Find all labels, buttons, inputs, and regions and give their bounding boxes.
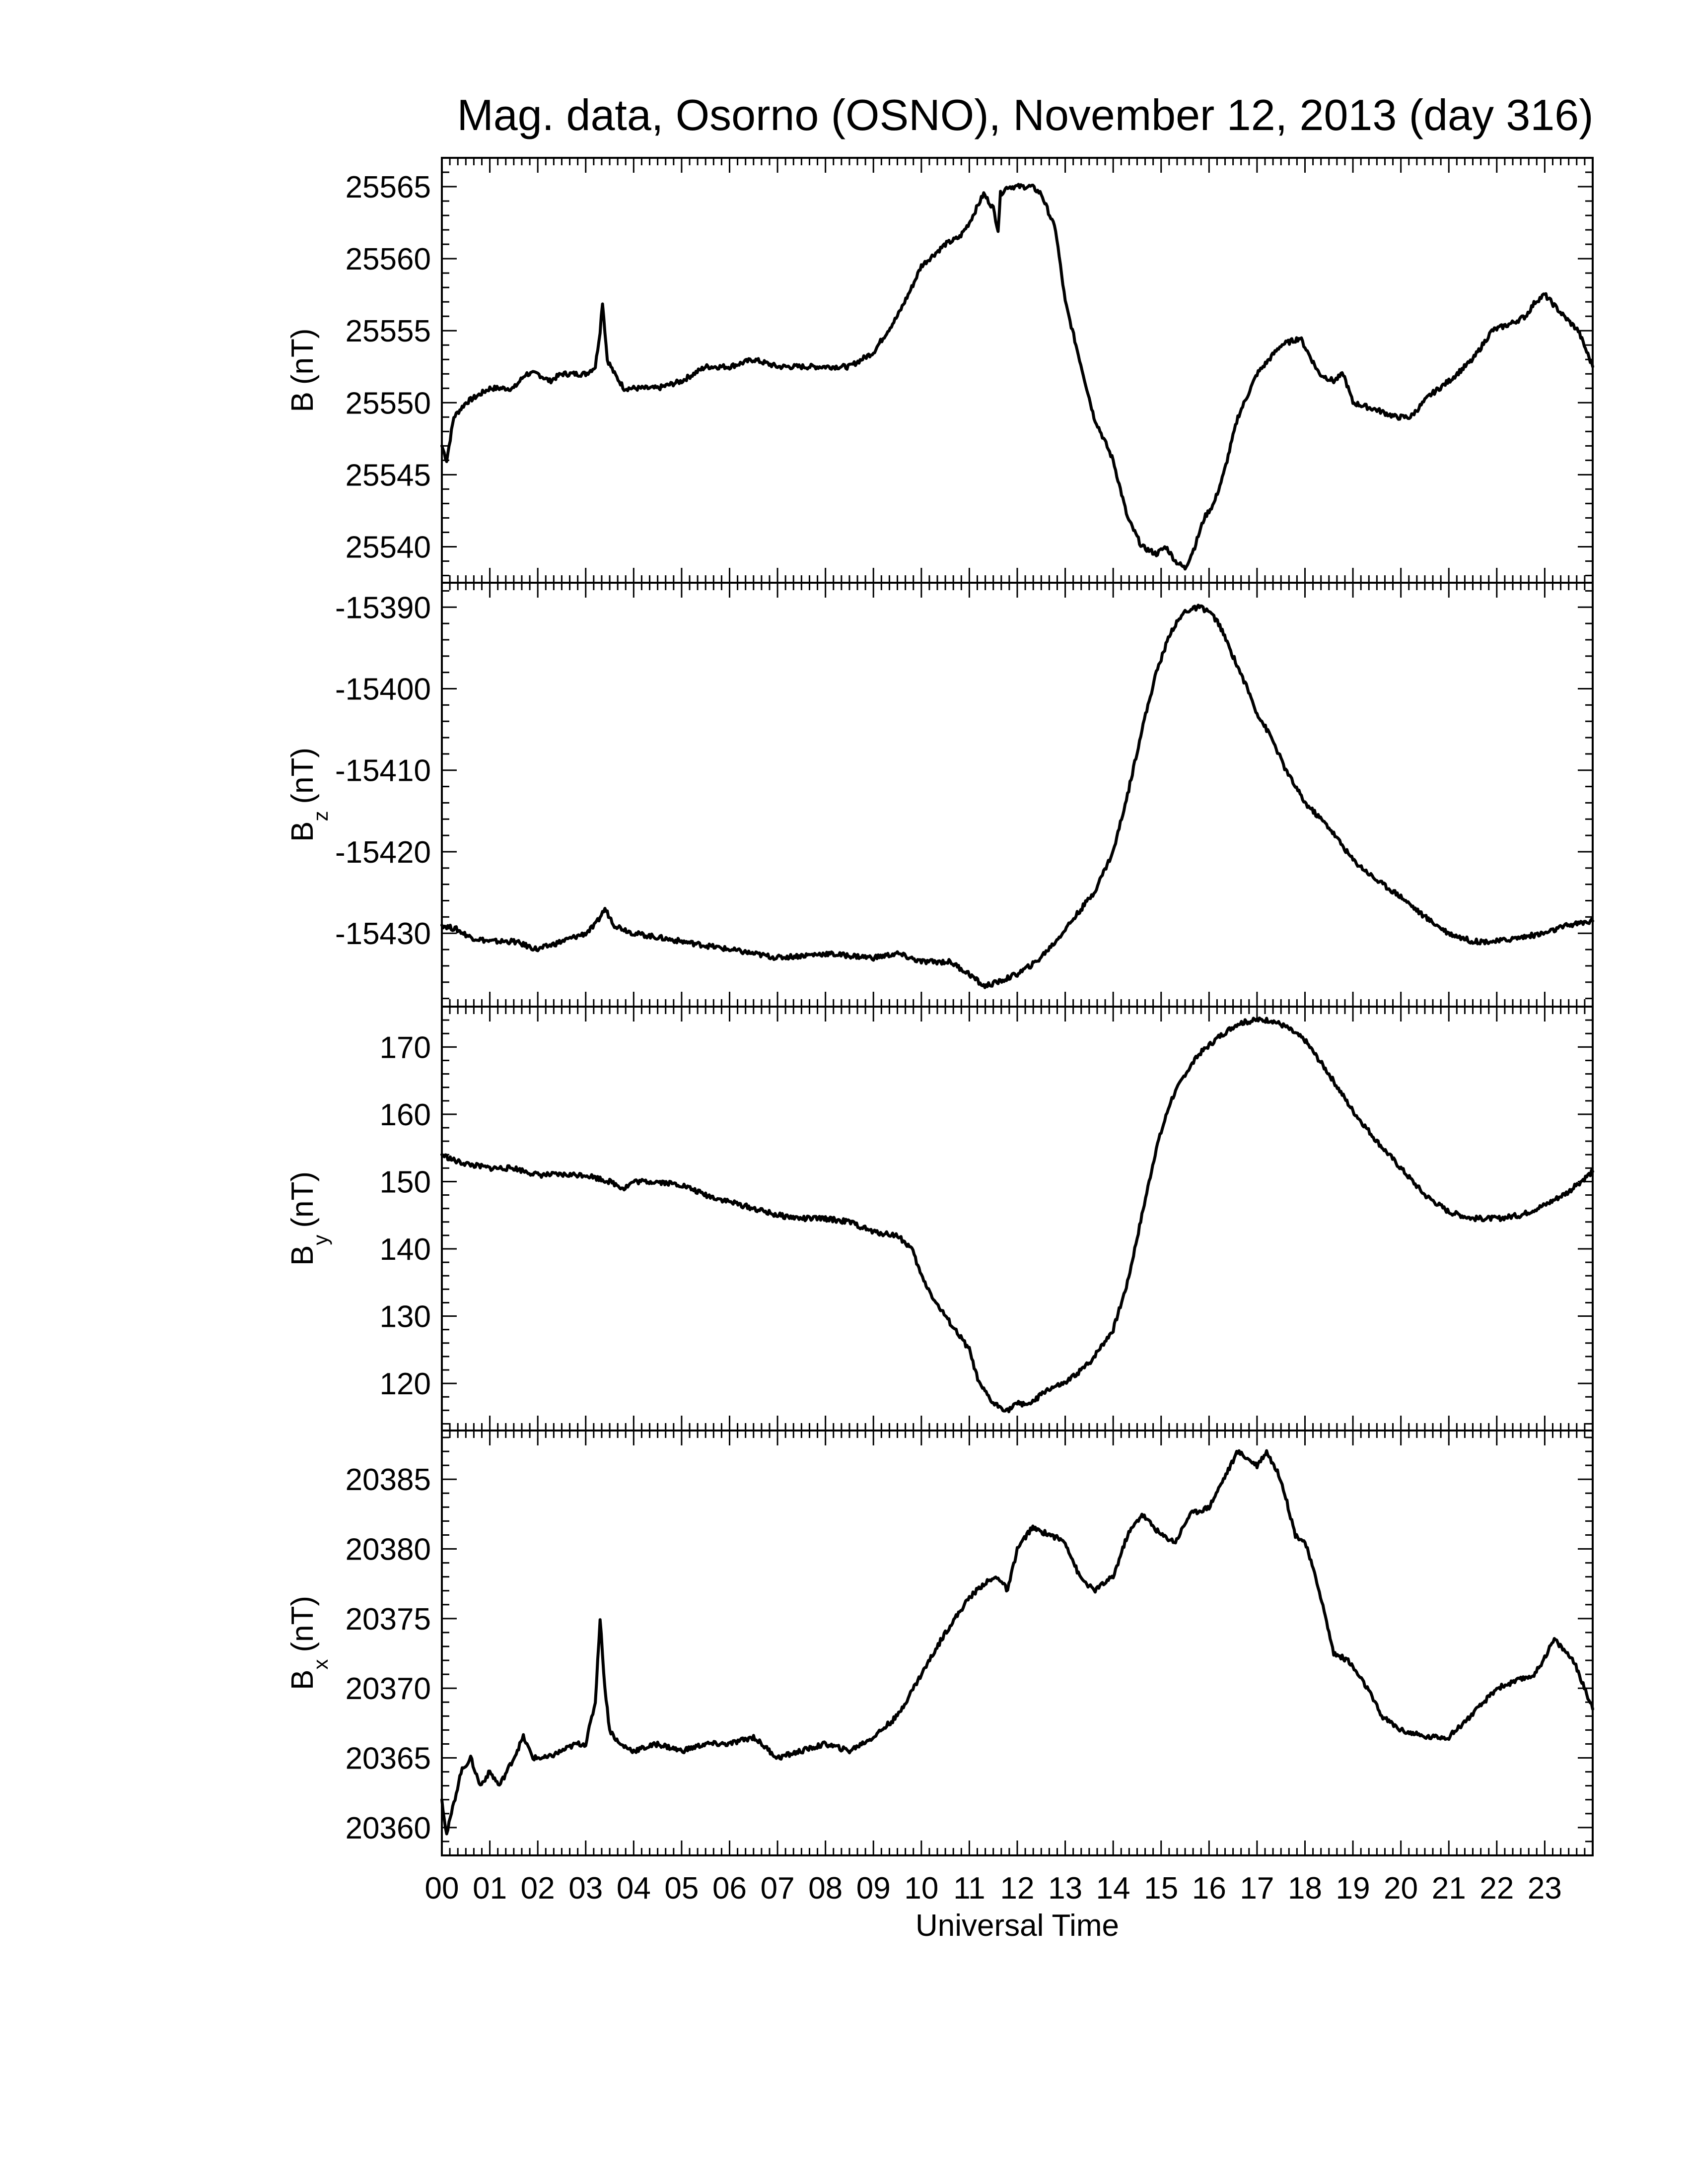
y-tick-label: 130 <box>380 1300 431 1334</box>
series-line-B <box>440 183 1594 571</box>
y-tick-label: 25555 <box>346 314 431 348</box>
x-tick-label: 07 <box>761 1871 795 1906</box>
x-tick-label: 21 <box>1432 1871 1466 1906</box>
y-tick-label: -15420 <box>335 835 431 870</box>
x-tick-label: 16 <box>1192 1871 1226 1906</box>
y-axis-title-main: B <box>285 821 320 842</box>
series-line-By <box>440 1016 1594 1414</box>
y-tick-label: 20380 <box>346 1533 431 1567</box>
x-tick-label: 12 <box>1000 1871 1035 1906</box>
y-tick-label: 20360 <box>346 1811 431 1845</box>
x-tick-label: 06 <box>712 1871 747 1906</box>
y-axis-title-main: B <box>285 392 320 412</box>
x-axis-title: Universal Time <box>915 1909 1119 1943</box>
y-axis-title-main: B <box>285 1245 320 1266</box>
x-tick-label: 13 <box>1048 1871 1082 1906</box>
panel-frame-By <box>441 1006 1594 1432</box>
y-tick-label: -15390 <box>335 591 431 625</box>
x-tick-label: 04 <box>617 1871 651 1906</box>
y-axis-title-subscript: y <box>309 1235 332 1245</box>
y-axis-title-subscript: x <box>309 1659 332 1670</box>
panel-By: 120 130 140 150 160 170 By (nT) <box>285 1006 1594 1432</box>
y-tick-label: -15430 <box>335 917 431 951</box>
y-tick-label: 170 <box>380 1030 431 1065</box>
y-axis-title-Bz: Bz (nT) <box>285 748 332 842</box>
series-line-Bx <box>440 1449 1594 1836</box>
panels-group: 255402554525550255552556025565B(nT)-1543… <box>285 157 1594 1856</box>
y-tick-label: 25560 <box>346 242 431 276</box>
y-tick-label: 25550 <box>346 386 431 420</box>
y-axis-title-unit: (nT) <box>285 1596 320 1652</box>
x-tick-label: 22 <box>1479 1871 1514 1906</box>
y-axis-title-unit: (nT) <box>285 328 320 385</box>
panel-Bx: 20360 20365 20370 20375 20380 20385 Bx (nT) <box>285 1430 1594 1856</box>
y-tick-label: 25540 <box>346 530 431 564</box>
y-axis-title-subscript: z <box>309 811 332 821</box>
y-tick-label: 25565 <box>346 170 431 205</box>
y-axis-title-unit: (nT) <box>285 748 320 804</box>
series-line-Bz <box>440 604 1594 989</box>
panel-frame-Bx <box>441 1430 1594 1856</box>
y-tick-label: 20385 <box>346 1463 431 1497</box>
x-tick-label: 00 <box>425 1871 459 1906</box>
x-tick-label: 03 <box>568 1871 603 1906</box>
y-tick-label: 120 <box>380 1367 431 1401</box>
x-tick-label: 02 <box>521 1871 555 1906</box>
y-tick-label: 25545 <box>346 458 431 492</box>
y-tick-label: 20375 <box>346 1602 431 1637</box>
x-tick-label: 15 <box>1144 1871 1178 1906</box>
y-tick-label: -15410 <box>335 754 431 788</box>
x-tick-label: 10 <box>904 1871 938 1906</box>
x-tick-label: 19 <box>1336 1871 1370 1906</box>
x-tick-label: 14 <box>1096 1871 1130 1906</box>
y-tick-label: -15400 <box>335 673 431 707</box>
panel-Bz: -15430 -15420 -15410 -15400 -15390 Bz (nT) <box>285 582 1594 1008</box>
y-tick-label: 160 <box>380 1098 431 1132</box>
y-axis-title-main: B <box>285 1670 320 1690</box>
x-tick-label: 18 <box>1288 1871 1322 1906</box>
panel-frame-Bz <box>441 582 1594 1008</box>
y-tick-label: 20370 <box>346 1672 431 1706</box>
x-tick-label: 11 <box>953 1871 985 1906</box>
x-tick-label: 23 <box>1528 1871 1562 1906</box>
panel-B: 25540 25545 25550 25555 25560 25565 B (nT) <box>285 157 1594 584</box>
y-tick-label: 140 <box>380 1232 431 1267</box>
y-axis-title-Bx: Bx (nT) <box>285 1596 332 1690</box>
x-tick-labels: 00 01 02 03 04 05 06 07 08 09 10 11 12 13 14 15 16 17 18 19… <box>425 1871 1562 1906</box>
y-axis-title-B: B (nT) <box>285 328 320 412</box>
x-tick-label: 20 <box>1384 1871 1418 1906</box>
x-tick-label: 08 <box>808 1871 843 1906</box>
x-tick-label: 09 <box>856 1871 891 1906</box>
y-tick-label: 150 <box>380 1165 431 1199</box>
y-tick-label: 20365 <box>346 1742 431 1776</box>
y-axis-title-By: By (nT) <box>285 1171 332 1266</box>
chart-title: Mag. data, Osorno (OSNO), November 12, 2… <box>457 90 1593 139</box>
x-tick-label: 05 <box>664 1871 699 1906</box>
x-tick-label: 17 <box>1240 1871 1274 1906</box>
x-tick-label: 01 <box>473 1871 507 1906</box>
y-axis-title-unit: (nT) <box>285 1171 320 1228</box>
